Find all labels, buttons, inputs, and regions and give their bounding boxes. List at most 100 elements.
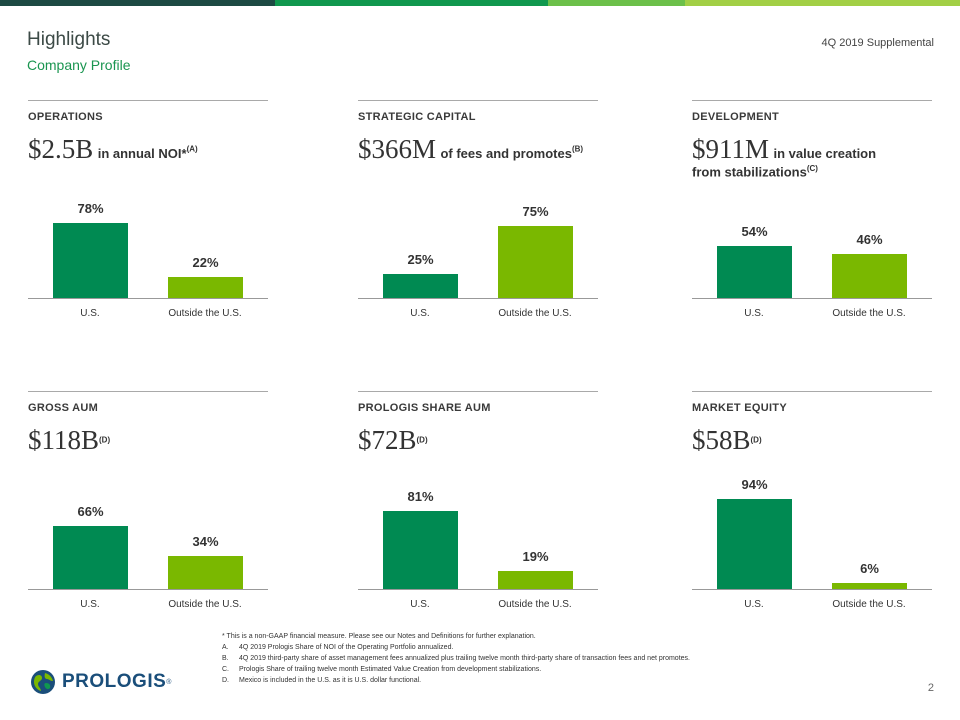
metric-note: (D)	[750, 435, 762, 445]
chart-bar	[53, 223, 128, 298]
panel-divider	[358, 100, 598, 101]
metric-value: $118B	[28, 425, 100, 455]
category-label: U.S.	[744, 599, 764, 610]
metric-note: (B)	[571, 144, 584, 154]
panel-operations: OPERATIONS $2.5B in annual NOI*(A) 78% U.S.…	[28, 100, 268, 330]
panel-metric: $118B(D)	[28, 426, 268, 454]
category-label: U.S.	[80, 308, 100, 319]
bar-chart: 25% U.S. 75% Outside the U.S.	[358, 100, 598, 330]
category-label: Outside the U.S.	[832, 308, 906, 319]
top-color-bar	[0, 0, 960, 6]
chart-bar	[498, 226, 573, 298]
chart-bar	[832, 253, 907, 298]
panel-divider	[692, 100, 932, 101]
bar-data-label: 75%	[522, 204, 549, 219]
panel-divider	[692, 391, 932, 392]
panel-prologis-share-aum: PROLOGIS SHARE AUM $72B(D) 81% U.S. 19% Outsi…	[358, 391, 598, 621]
footnote-text: Mexico is included in the U.S. as it is …	[239, 677, 422, 684]
bar-data-label: 81%	[407, 489, 434, 505]
top-bar-segment	[685, 0, 960, 6]
top-bar-segment	[548, 0, 685, 6]
bar-data-label: 34%	[192, 534, 219, 550]
footnote-letter: D.	[222, 677, 229, 684]
panel-divider	[28, 100, 268, 101]
logo-registered-mark: ®	[166, 678, 172, 686]
top-bar-segment	[275, 0, 548, 6]
chart-bar	[717, 498, 792, 589]
category-label: Outside the U.S.	[498, 308, 572, 319]
metric-note: (C)	[806, 164, 818, 174]
metric-note: (A)	[186, 144, 198, 154]
category-label: Outside the U.S.	[498, 599, 572, 610]
panel-metric: $2.5B in annual NOI*(A)	[28, 135, 268, 163]
chart-baseline	[28, 298, 268, 299]
footnote-letter: C.	[222, 666, 229, 673]
footnote-text: 4Q 2019 Prologis Share of NOI of the Ope…	[239, 644, 454, 651]
chart-bar	[168, 276, 243, 298]
footnote-text: 4Q 2019 third-party share of asset manag…	[239, 655, 690, 662]
category-label: U.S.	[744, 308, 764, 319]
panel-heading: DEVELOPMENT	[692, 111, 780, 123]
panel-gross-aum: GROSS AUM $118B(D) 66% U.S. 34% Outside the U…	[28, 391, 268, 621]
panel-development: DEVELOPMENT $911M in value creation from s…	[692, 100, 932, 330]
bar-data-label: 6%	[860, 561, 879, 577]
metric-value: $58B	[692, 425, 751, 455]
category-label: Outside the U.S.	[168, 599, 242, 610]
prologis-logo: PROLOGIS ®	[30, 669, 171, 695]
chart-bar	[53, 525, 128, 589]
bar-data-label: 78%	[77, 201, 104, 217]
metric-description-line2: from stabilizations(C)	[692, 165, 932, 179]
chart-baseline	[28, 589, 268, 590]
logo-text: PROLOGIS	[62, 671, 167, 692]
bar-data-label: 46%	[856, 231, 883, 247]
bar-chart: 54% U.S. 46% Outside the U.S.	[692, 100, 932, 330]
metric-value: $911M	[692, 134, 770, 164]
bar-chart: 94% U.S. 6% Outside the U.S.	[692, 391, 932, 621]
chart-bar	[168, 556, 243, 589]
footnote-item: A. 4Q 2019 Prologis Share of NOI of the …	[222, 642, 690, 653]
bar-chart: 78% U.S. 22% Outside the U.S.	[28, 100, 268, 330]
metric-note: (D)	[99, 435, 111, 445]
chart-bar	[717, 246, 792, 298]
footnote-letter: B.	[222, 655, 229, 662]
panel-market-equity: MARKET EQUITY $58B(D) 94% U.S. 6% Outside the…	[692, 391, 932, 621]
metric-value: $366M	[358, 134, 437, 164]
category-label: Outside the U.S.	[832, 599, 906, 610]
footnote-item: C. Prologis Share of trailing twelve mon…	[222, 664, 690, 675]
category-label: U.S.	[80, 599, 100, 610]
chart-baseline	[692, 589, 932, 590]
report-label: 4Q 2019 Supplemental	[821, 37, 934, 49]
bar-data-label: 19%	[522, 548, 549, 564]
chart-baseline	[692, 298, 932, 299]
metric-note: (D)	[416, 435, 428, 445]
category-label: Outside the U.S.	[168, 308, 242, 319]
category-label: U.S.	[410, 308, 430, 319]
panel-metric: $366M of fees and promotes(B)	[358, 135, 598, 163]
panel-heading: MARKET EQUITY	[692, 402, 787, 414]
globe-icon	[31, 670, 55, 694]
panel-metric: $72B(D)	[358, 426, 598, 454]
bar-data-label: 25%	[407, 252, 434, 267]
metric-value: $2.5B	[28, 134, 94, 164]
panel-divider	[28, 391, 268, 392]
category-label: U.S.	[410, 599, 430, 610]
footnote-item: B. 4Q 2019 third-party share of asset ma…	[222, 653, 690, 664]
footnote-item: D. Mexico is included in the U.S. as it …	[222, 675, 690, 686]
bar-data-label: 22%	[192, 254, 219, 270]
chart-bar	[498, 570, 573, 589]
bar-chart: 66% U.S. 34% Outside the U.S.	[28, 391, 268, 621]
chart-bar	[832, 583, 907, 589]
bar-chart: 81% U.S. 19% Outside the U.S.	[358, 391, 598, 621]
footnote-letter: A.	[222, 644, 229, 651]
metric-description-line2-text: from stabilizations	[692, 164, 807, 180]
chart-bar	[383, 274, 458, 298]
chart-baseline	[358, 298, 598, 299]
footnote-intro: * This is a non-GAAP financial measure. …	[222, 633, 536, 640]
panel-strategic-capital: STRATEGIC CAPITAL $366M of fees and promo…	[358, 100, 598, 330]
metric-description: in value creation	[773, 146, 877, 161]
bar-data-label: 66%	[77, 503, 104, 519]
metric-description: of fees and promotes	[440, 146, 572, 161]
panel-divider	[358, 391, 598, 392]
bar-data-label: 54%	[741, 224, 768, 240]
panel-heading: STRATEGIC CAPITAL	[358, 111, 476, 123]
